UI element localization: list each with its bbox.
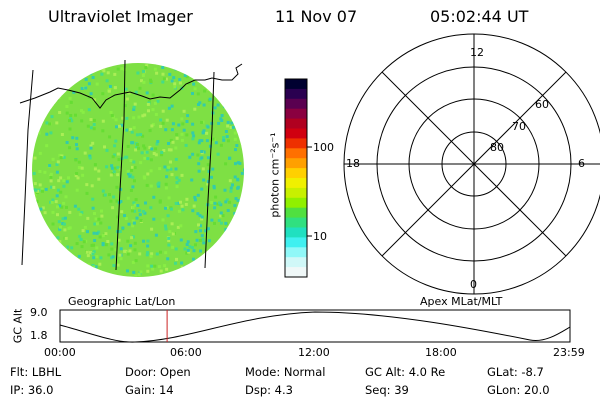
colorbar-swatch [285, 197, 307, 209]
colorbar-swatch [285, 217, 307, 228]
colorbar-unit-label: photon cm⁻²s⁻¹ [268, 132, 282, 218]
info-door: Door: Open [125, 365, 191, 379]
mlt-label-6: 6 [578, 157, 585, 170]
colorbar-swatch [285, 98, 307, 110]
orbit-xtick: 12:00 [298, 346, 330, 359]
time-label: 05:02:44 UT [430, 7, 529, 26]
mlt-label-12: 12 [470, 46, 484, 59]
colorbar-swatch [285, 187, 307, 199]
info-glon: GLon: 20.0 [487, 383, 550, 397]
instrument-title: Ultraviolet Imager [48, 7, 193, 26]
orbit-ytick-low: 1.8 [30, 329, 48, 342]
info-ip: IP: 36.0 [10, 383, 54, 397]
info-gc-alt: GC Alt: 4.0 Re [365, 365, 446, 379]
geographic-grid [19, 59, 243, 271]
orbit-xtick: 18:00 [425, 346, 457, 359]
info-gain: Gain: 14 [125, 383, 174, 397]
orbit-ytick-high: 9.0 [30, 306, 48, 319]
mlt-label-0: 0 [470, 278, 477, 291]
colorbar-swatch [285, 88, 307, 100]
mlt-label-18: 18 [346, 157, 360, 170]
orbit-ylabel: GC Alt [11, 308, 25, 344]
info-mode: Mode: Normal [245, 365, 326, 379]
colorbar-swatch [285, 237, 307, 248]
colorbar-swatch [285, 257, 307, 268]
colorbar-swatch [285, 247, 307, 258]
colorbar-swatch [285, 178, 307, 189]
colorbar-swatch [285, 138, 307, 149]
geographic-panel-label: Geographic Lat/Lon [68, 295, 176, 308]
colorbar-swatch [285, 267, 307, 278]
colorbar-swatch [285, 79, 307, 90]
mlat-label-70: 70 [512, 120, 526, 133]
mlat-label-80: 80 [490, 141, 504, 154]
colorbar-swatch [285, 118, 307, 129]
colorbar-swatch [285, 227, 307, 238]
date-label: 11 Nov 07 [275, 7, 358, 26]
colorbar-tick-10: 10 [313, 230, 327, 243]
info-flt: Flt: LBHL [10, 365, 62, 379]
polar-plot [343, 33, 600, 295]
colorbar-swatch [285, 108, 307, 120]
colorbar-swatch [285, 158, 307, 169]
colorbar-swatch [285, 168, 307, 179]
info-seq: Seq: 39 [365, 383, 409, 397]
orbit-xtick: 06:00 [170, 346, 202, 359]
apex-panel-label: Apex MLat/MLT [420, 295, 503, 308]
colorbar-tick-100: 100 [313, 141, 334, 154]
info-dsp: Dsp: 4.3 [245, 383, 293, 397]
orbit-xtick: 23:59 [553, 346, 585, 359]
colorbar-swatch [285, 148, 307, 159]
colorbar [285, 79, 307, 278]
colorbar-swatch [285, 128, 307, 139]
orbit-plot [59, 309, 571, 343]
orbit-xtick: 00:00 [44, 346, 76, 359]
info-glat: GLat: -8.7 [487, 365, 544, 379]
colorbar-swatch [285, 207, 307, 219]
mlat-label-60: 60 [535, 98, 549, 111]
